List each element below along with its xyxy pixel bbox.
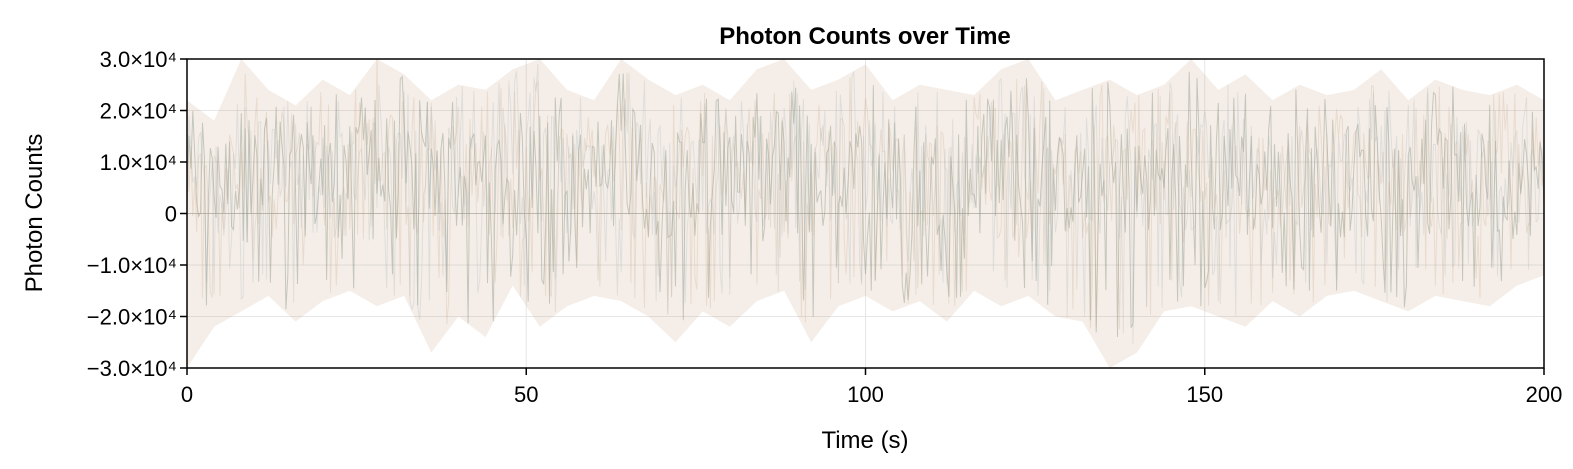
y-tick-label: 2.0×10⁴ bbox=[100, 99, 177, 124]
ticks: 0 50 100 150 200 −3.0×10⁴ −2.0×10⁴ −1.0×10⁴ 0 1.0… bbox=[87, 47, 1563, 407]
y-axis-label: Photon Counts bbox=[21, 134, 48, 293]
y-tick-label: 0 bbox=[165, 202, 177, 227]
signal-trace-3 bbox=[186, 63, 1545, 345]
x-tick-label: 0 bbox=[181, 382, 193, 407]
y-tick-label: 1.0×10⁴ bbox=[100, 150, 177, 175]
chart-title: Photon Counts over Time bbox=[719, 23, 1011, 50]
y-tick-label: −2.0×10⁴ bbox=[87, 305, 177, 330]
x-tick-label: 50 bbox=[514, 382, 538, 407]
data-layer bbox=[186, 59, 1545, 368]
x-axis-label: Time (s) bbox=[821, 427, 908, 454]
signal-trace-1 bbox=[186, 71, 1545, 338]
signal-trace-2 bbox=[186, 59, 1545, 330]
x-tick-label: 200 bbox=[1526, 382, 1563, 407]
y-tick-label: −1.0×10⁴ bbox=[87, 253, 177, 278]
x-tick-label: 150 bbox=[1186, 382, 1223, 407]
y-tick-label: −3.0×10⁴ bbox=[87, 356, 177, 381]
x-tick-label: 100 bbox=[847, 382, 884, 407]
y-tick-label: 3.0×10⁴ bbox=[100, 47, 177, 72]
